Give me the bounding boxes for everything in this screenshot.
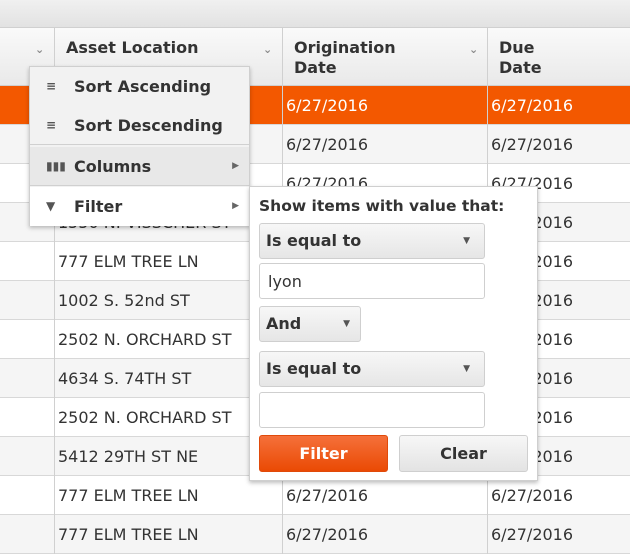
origination-date-cell: 6/27/2016 [282,86,487,125]
caret-down-icon: ▼ [463,364,470,374]
first-cell [0,281,54,320]
due-date-cell: 6/27/2016 [487,86,630,125]
clear-button[interactable]: Clear [399,435,528,472]
asset-location-cell: 2502 N. ORCHARD ST [54,320,282,359]
chevron-down-icon[interactable]: ⌄ [263,43,273,56]
menu-item-sort-descending[interactable]: ≡ Sort Descending [30,106,249,145]
column-header-origination-date[interactable]: Origination Date ⌄ [282,28,487,86]
sort-descending-icon: ≡ [46,118,57,132]
asset-location-cell: 777 ELM TREE LN [54,476,282,515]
caret-down-icon: ▼ [463,236,470,246]
columns-icon: ▮▮▮ [46,159,66,173]
origination-date-cell: 6/27/2016 [282,476,487,515]
first-cell [0,242,54,281]
logic-dropdown[interactable]: And ▼ [259,306,361,342]
first-cell [0,359,54,398]
first-cell [0,320,54,359]
column-header-due-date[interactable]: Due Date [487,28,630,86]
sort-ascending-icon: ≡ [46,79,57,93]
filter-title: Show items with value that: [259,197,505,215]
due-date-cell: 6/27/2016 [487,125,630,164]
asset-location-cell: 2502 N. ORCHARD ST [54,398,282,437]
filter-value-input-1[interactable] [259,263,485,299]
caret-down-icon: ▼ [343,319,350,329]
menu-item-filter[interactable]: ▼ Filter ▶ [30,187,249,226]
first-cell [0,476,54,515]
asset-location-cell: 1002 S. 52nd ST [54,281,282,320]
asset-location-cell: 777 ELM TREE LN [54,242,282,281]
asset-location-cell: 777 ELM TREE LN [54,515,282,554]
filter-button[interactable]: Filter [259,435,388,472]
menu-item-sort-ascending[interactable]: ≡ Sort Ascending [30,67,249,106]
first-cell [0,437,54,476]
operator-dropdown-1[interactable]: Is equal to ▼ [259,223,485,259]
origination-date-cell: 6/27/2016 [282,515,487,554]
chevron-down-icon[interactable]: ⌄ [469,43,479,56]
due-date-cell: 6/27/2016 [487,515,630,554]
due-date-cell: 6/27/2016 [487,476,630,515]
menu-item-columns[interactable]: ▮▮▮ Columns ▶ [30,147,249,186]
asset-location-cell: 4634 S. 74TH ST [54,359,282,398]
column-header-first[interactable]: ⌄ [0,28,54,86]
asset-location-cell: 5412 29TH ST NE [54,437,282,476]
filter-icon: ▼ [46,199,56,213]
operator-dropdown-2[interactable]: Is equal to ▼ [259,351,485,387]
column-header-asset-location[interactable]: Asset Location ⌄ [54,28,282,86]
first-cell [0,515,54,554]
chevron-down-icon[interactable]: ⌄ [35,43,45,56]
grid-toolbar [0,0,630,28]
column-menu: ≡ Sort Ascending ≡ Sort Descending ▮▮▮ Colu… [29,66,250,226]
filter-popup: Show items with value that: Is equal to ▼… [249,186,538,481]
origination-date-cell: 6/27/2016 [282,125,487,164]
first-cell [0,398,54,437]
filter-value-input-2[interactable] [259,392,485,428]
caret-right-icon: ▶ [232,161,239,171]
caret-right-icon: ▶ [232,201,239,211]
